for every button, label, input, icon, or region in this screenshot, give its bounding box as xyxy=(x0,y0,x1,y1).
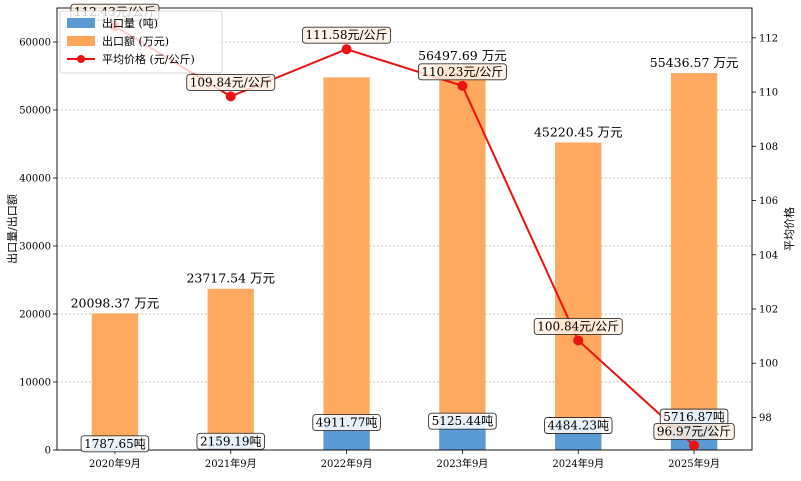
export-volume-label-box xyxy=(543,417,613,434)
left-tick-label: 50000 xyxy=(19,106,51,117)
x-tick-label: 2021年9月 xyxy=(205,457,257,470)
x-tick-label: 2025年9月 xyxy=(668,457,720,470)
right-tick-label: 104 xyxy=(759,250,778,261)
price-label-box xyxy=(653,422,735,440)
left-tick-label: 30000 xyxy=(19,242,51,253)
export-volume-label-box xyxy=(428,412,497,430)
legend: 出口量 (吨) 出口额 (万元) 平均价格 (元/公斤) xyxy=(59,10,223,74)
export-volume-label: 4911.77吨 xyxy=(316,416,378,430)
export-volume-label-box xyxy=(196,432,266,450)
export-value-label: 20098.37 万元 xyxy=(71,295,160,310)
axes: 0 10000 20000 30000 40000 50000 60000 98 100 102 1… xyxy=(5,7,796,470)
export-value-label: 45220.45 万元 xyxy=(534,125,623,140)
price-label-box xyxy=(417,63,507,81)
left-tick-label: 0 xyxy=(45,446,51,457)
x-tick-label: 2022年9月 xyxy=(321,457,373,470)
export-volume-label-group: 4484.23吨 xyxy=(543,417,613,434)
price-label-group: 109.84元/公斤 xyxy=(186,73,276,91)
export-volume-label-group: 5716.87吨 xyxy=(659,408,729,426)
right-tick-label: 110 xyxy=(759,88,778,99)
price-label-group: 111.58元/公斤 xyxy=(302,26,392,44)
legend-swatch xyxy=(67,18,95,28)
price-label-group: 100.84元/公斤 xyxy=(533,317,623,335)
right-tick-label: 106 xyxy=(759,196,778,207)
data-labels: 20098.37 万元 23717.54 万元 56497.69 万元 45220.4… xyxy=(70,3,739,453)
x-tick-label: 2020年9月 xyxy=(89,457,141,470)
export-volume-label-box xyxy=(312,414,381,432)
price-label: 110.23元/公斤 xyxy=(421,65,503,79)
legend-label: 出口额 (万元) xyxy=(102,34,169,48)
left-tick-label: 20000 xyxy=(19,310,51,321)
bars xyxy=(91,65,718,451)
legend-label: 出口量 (吨) xyxy=(102,16,158,30)
price-point xyxy=(573,335,584,346)
export-volume-label: 1787.65吨 xyxy=(84,437,146,451)
price-point xyxy=(689,440,700,451)
price-label: 96.97元/公斤 xyxy=(657,424,731,438)
export-volume-label: 4484.23吨 xyxy=(547,419,609,433)
export-volume-label-group: 2159.19吨 xyxy=(196,432,266,450)
bar-export-value xyxy=(207,288,254,450)
export-value-label: 55436.57 万元 xyxy=(650,55,739,70)
left-tick-label: 40000 xyxy=(19,174,51,185)
export-volume-label-group: 4911.77吨 xyxy=(312,414,381,432)
x-tick-label: 2024年9月 xyxy=(552,457,604,470)
x-tick-label: 2023年9月 xyxy=(437,457,489,470)
price-label-group: 96.97元/公斤 xyxy=(653,422,735,440)
y-axis-title-left: 出口量/出口额 xyxy=(5,194,19,264)
plot-frame xyxy=(56,7,753,451)
price-label: 100.84元/公斤 xyxy=(537,319,619,333)
export-volume-label: 5716.87吨 xyxy=(663,410,725,424)
right-tick-label: 98 xyxy=(759,413,772,424)
price-label: 109.84元/公斤 xyxy=(190,75,272,89)
export-volume-label-group: 5125.44吨 xyxy=(428,412,497,430)
right-tick-label: 108 xyxy=(759,142,778,153)
price-label-box xyxy=(533,317,623,335)
gridlines xyxy=(57,41,752,383)
price-point xyxy=(341,44,352,55)
price-label: 111.58元/公斤 xyxy=(306,28,388,42)
price-label-box xyxy=(186,73,276,91)
export-volume-label: 2159.19吨 xyxy=(200,434,262,448)
export-volume-label-group: 1787.65吨 xyxy=(80,435,150,453)
price-point xyxy=(225,91,236,102)
right-tick-label: 100 xyxy=(759,359,778,370)
bar-export-value xyxy=(323,77,370,451)
price-point xyxy=(457,80,468,91)
export-value-label: 23717.54 万元 xyxy=(186,271,275,286)
legend-marker xyxy=(77,55,85,63)
legend-swatch xyxy=(67,36,95,46)
price-label-group: 110.23元/公斤 xyxy=(417,63,507,81)
export-volume-label: 5125.44吨 xyxy=(432,414,494,428)
bar-export-value xyxy=(439,65,486,450)
price-label-box xyxy=(302,26,392,44)
right-tick-label: 102 xyxy=(759,304,778,315)
bar-export-value xyxy=(670,73,718,451)
left-tick-label: 10000 xyxy=(19,378,51,389)
left-tick-label: 60000 xyxy=(19,38,51,49)
legend-label: 平均价格 (元/公斤) xyxy=(102,52,195,66)
bar-export-value xyxy=(91,313,139,450)
export-volume-label-box xyxy=(80,435,150,453)
export-value-label: 56497.69 万元 xyxy=(418,48,507,63)
right-tick-label: 112 xyxy=(759,33,778,44)
y-axis-title-right: 平均价格 xyxy=(782,207,796,251)
bar-export-value xyxy=(555,142,602,450)
legend-box xyxy=(59,10,223,74)
